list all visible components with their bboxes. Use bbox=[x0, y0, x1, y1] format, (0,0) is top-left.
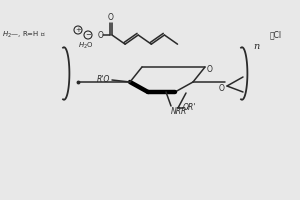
Text: O: O bbox=[98, 30, 104, 40]
Text: NRR': NRR' bbox=[171, 107, 189, 116]
Text: O: O bbox=[108, 13, 114, 22]
Text: 或Cl: 或Cl bbox=[270, 30, 282, 40]
Text: $H_2$O: $H_2$O bbox=[78, 41, 94, 51]
Text: $H_2$—, R=H 或: $H_2$—, R=H 或 bbox=[2, 30, 46, 40]
Text: −: − bbox=[85, 32, 91, 38]
Text: R'O: R'O bbox=[97, 74, 110, 84]
Text: O: O bbox=[207, 66, 213, 74]
Text: +: + bbox=[75, 27, 81, 33]
Text: n: n bbox=[253, 42, 259, 51]
Text: OR': OR' bbox=[183, 102, 196, 112]
Text: O: O bbox=[219, 84, 225, 93]
